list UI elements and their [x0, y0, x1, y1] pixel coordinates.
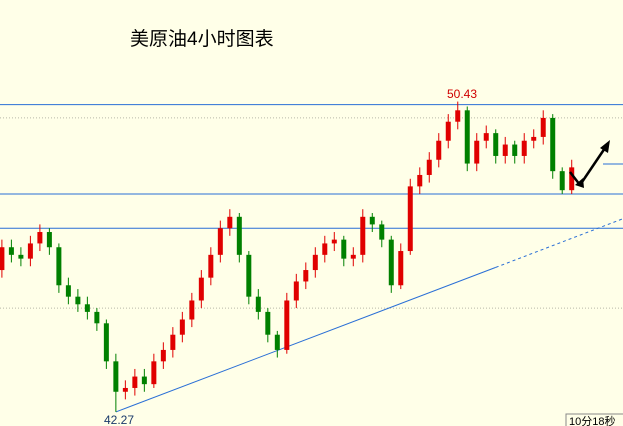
candle-body	[388, 239, 394, 286]
candle-body	[398, 251, 404, 286]
candle-body	[246, 254, 252, 297]
candle-body	[445, 121, 451, 141]
low-label: 42.27	[104, 413, 134, 426]
candle-body	[531, 136, 537, 141]
candle-body	[284, 300, 290, 350]
candle-body	[550, 117, 556, 172]
candle-body	[113, 361, 119, 392]
arrows	[569, 140, 610, 188]
candle-body	[312, 254, 318, 271]
candle-body	[379, 224, 385, 240]
candle-body	[521, 140, 527, 156]
candle-body	[208, 254, 214, 278]
candle-body	[27, 243, 33, 259]
candle-body	[0, 247, 5, 271]
candle-body	[132, 376, 138, 388]
candle-body	[198, 277, 204, 301]
high-label: 50.43	[447, 87, 477, 101]
candle-body	[18, 254, 24, 259]
marks	[0, 101, 623, 413]
candle-body	[75, 296, 81, 305]
candle-body	[236, 216, 242, 255]
candle-body	[483, 133, 489, 141]
candle-body	[265, 311, 271, 335]
candle-body	[350, 254, 356, 259]
trend-line	[115, 266, 496, 413]
candle-body	[426, 159, 432, 175]
candle-body	[170, 334, 176, 350]
candle-body	[369, 216, 375, 225]
countdown-box	[565, 413, 623, 426]
candle-body	[464, 110, 470, 164]
candle-body	[103, 323, 109, 362]
candle-body	[217, 228, 223, 255]
candle-body	[455, 110, 461, 122]
candle-body	[407, 186, 413, 252]
candle-body	[189, 300, 195, 320]
candle-body	[84, 304, 90, 312]
candle-body	[322, 243, 328, 255]
candle-body	[512, 144, 518, 156]
trend-line-dashed	[495, 218, 623, 268]
countdown: 10分18秒	[569, 414, 615, 426]
candle-body	[303, 270, 309, 282]
candle-body	[436, 140, 442, 160]
candle-body	[559, 171, 565, 191]
candle-body	[94, 311, 100, 324]
chart-title: 美原油4小时图表	[130, 28, 274, 50]
candle-body	[274, 334, 280, 350]
candle-body	[417, 174, 423, 187]
candle-body	[493, 133, 499, 156]
candle-body	[122, 387, 128, 392]
candle-body	[502, 144, 508, 156]
candle-body	[179, 319, 185, 335]
candle-body	[569, 167, 575, 191]
candle-body	[227, 216, 233, 229]
candle-body	[331, 239, 337, 244]
candle-body	[341, 239, 347, 259]
candle-body	[151, 361, 157, 385]
candle-body	[46, 232, 52, 248]
candle-body	[8, 247, 14, 255]
candle-body	[474, 140, 480, 164]
arrow-up	[578, 147, 607, 186]
arrow-head	[600, 140, 610, 153]
candle-body	[141, 376, 147, 385]
candle-body	[255, 296, 261, 312]
candle-body	[65, 285, 71, 297]
candle-body	[293, 281, 299, 301]
candle-body	[160, 349, 166, 362]
candle-body	[360, 216, 366, 255]
candle-body	[540, 117, 546, 137]
candle-body	[56, 247, 62, 286]
candle-body	[37, 232, 43, 244]
